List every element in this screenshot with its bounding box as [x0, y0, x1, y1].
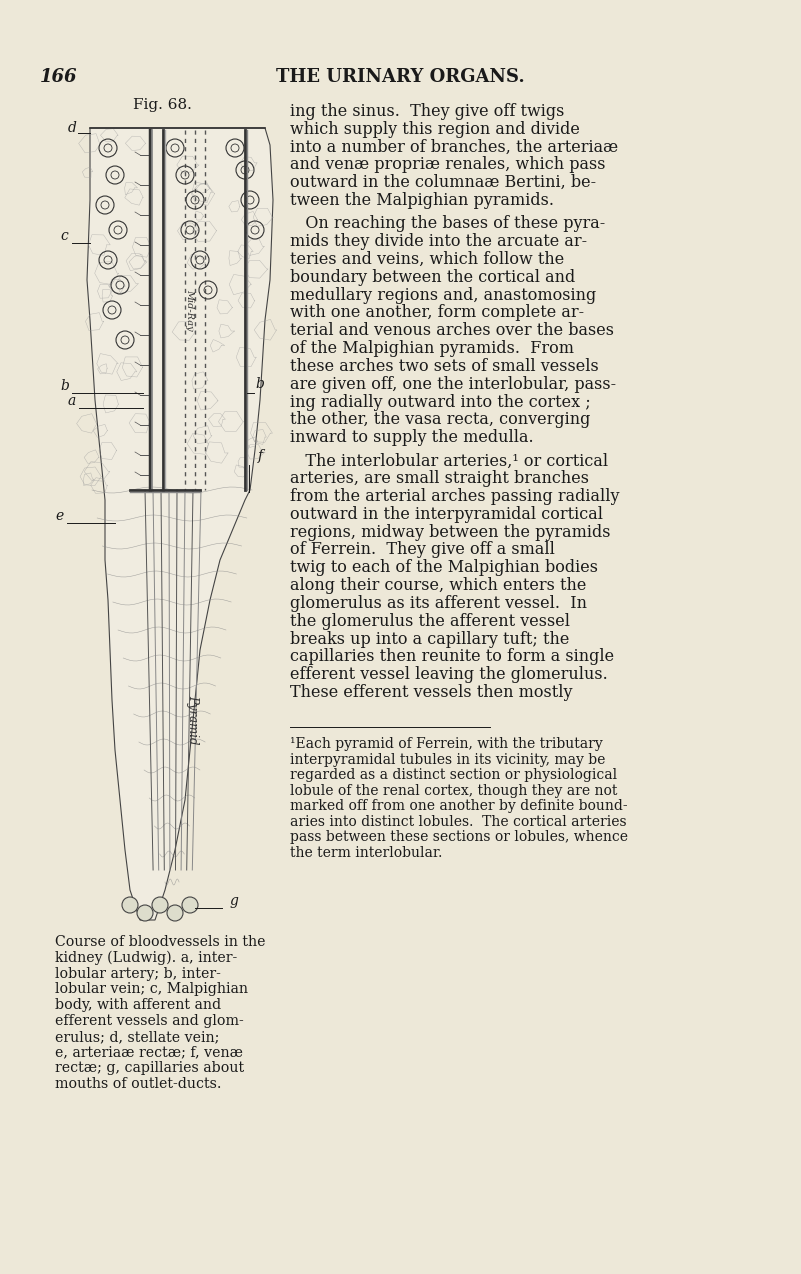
Circle shape	[122, 897, 138, 913]
Text: mids they divide into the arcuate ar-: mids they divide into the arcuate ar-	[290, 233, 587, 250]
Text: which supply this region and divide: which supply this region and divide	[290, 121, 580, 138]
Text: kidney (Ludwig). a, inter-: kidney (Ludwig). a, inter-	[55, 950, 237, 966]
Text: g: g	[230, 894, 239, 908]
Text: e, arteriaæ rectæ; f, venæ: e, arteriaæ rectæ; f, venæ	[55, 1046, 243, 1060]
Text: 166: 166	[40, 68, 78, 87]
Text: these arches two sets of small vessels: these arches two sets of small vessels	[290, 358, 599, 375]
Text: inward to supply the medulla.: inward to supply the medulla.	[290, 429, 533, 446]
Text: body, with afferent and: body, with afferent and	[55, 999, 221, 1013]
Text: and venæ propriæ renales, which pass: and venæ propriæ renales, which pass	[290, 157, 606, 173]
Text: The interlobular arteries,¹ or cortical: The interlobular arteries,¹ or cortical	[290, 452, 608, 469]
Text: glomerulus as its afferent vessel.  In: glomerulus as its afferent vessel. In	[290, 595, 587, 612]
Circle shape	[167, 905, 183, 921]
Text: interpyramidal tubules in its vicinity, may be: interpyramidal tubules in its vicinity, …	[290, 753, 606, 767]
Text: breaks up into a capillary tuft; the: breaks up into a capillary tuft; the	[290, 631, 570, 647]
Text: along their course, which enters the: along their course, which enters the	[290, 577, 586, 594]
Text: a: a	[68, 394, 76, 408]
Text: medullary regions and, anastomosing: medullary regions and, anastomosing	[290, 287, 596, 303]
Text: of the Malpighian pyramids.  From: of the Malpighian pyramids. From	[290, 340, 574, 357]
Text: boundary between the cortical and: boundary between the cortical and	[290, 269, 575, 285]
Text: pass between these sections or lobules, whence: pass between these sections or lobules, …	[290, 831, 628, 845]
Text: On reaching the bases of these pyra-: On reaching the bases of these pyra-	[290, 215, 606, 232]
Text: lobule of the renal cortex, though they are not: lobule of the renal cortex, though they …	[290, 784, 618, 798]
Text: with one another, form complete ar-: with one another, form complete ar-	[290, 304, 584, 321]
Text: lobular vein; c, Malpighian: lobular vein; c, Malpighian	[55, 982, 248, 996]
Text: are given off, one the interlobular, pass-: are given off, one the interlobular, pas…	[290, 376, 616, 392]
Text: efferent vessels and glom-: efferent vessels and glom-	[55, 1014, 244, 1028]
Text: from the arterial arches passing radially: from the arterial arches passing radiall…	[290, 488, 619, 505]
Text: rectæ; g, capillaries about: rectæ; g, capillaries about	[55, 1061, 244, 1075]
Text: arteries, are small straight branches: arteries, are small straight branches	[290, 470, 589, 487]
Circle shape	[137, 905, 153, 921]
Text: ¹Each pyramid of Ferrein, with the tributary: ¹Each pyramid of Ferrein, with the tribu…	[290, 738, 602, 752]
Circle shape	[182, 897, 198, 913]
Text: marked off from one another by definite bound-: marked off from one another by definite …	[290, 799, 628, 813]
Text: THE URINARY ORGANS.: THE URINARY ORGANS.	[276, 68, 525, 87]
Text: efferent vessel leaving the glomerulus.: efferent vessel leaving the glomerulus.	[290, 666, 608, 683]
Text: Course of bloodvessels in the: Course of bloodvessels in the	[55, 935, 265, 949]
Text: mouths of outlet-ducts.: mouths of outlet-ducts.	[55, 1078, 222, 1092]
Text: b: b	[60, 378, 69, 392]
Text: into a number of branches, the arteriaæ: into a number of branches, the arteriaæ	[290, 139, 618, 155]
Text: outward in the interpyramidal cortical: outward in the interpyramidal cortical	[290, 506, 603, 522]
Text: Pyramid: Pyramid	[187, 696, 199, 745]
Text: the term interlobular.: the term interlobular.	[290, 846, 442, 860]
Text: the glomerulus the afferent vessel: the glomerulus the afferent vessel	[290, 613, 570, 629]
Text: regarded as a distinct section or physiological: regarded as a distinct section or physio…	[290, 768, 617, 782]
Text: erulus; d, stellate vein;: erulus; d, stellate vein;	[55, 1029, 219, 1043]
Text: b: b	[255, 377, 264, 391]
Text: f: f	[258, 448, 263, 462]
Text: tween the Malpighian pyramids.: tween the Malpighian pyramids.	[290, 192, 554, 209]
Circle shape	[152, 897, 168, 913]
Text: of Ferrein.  They give off a small: of Ferrein. They give off a small	[290, 541, 555, 558]
Text: aries into distinct lobules.  The cortical arteries: aries into distinct lobules. The cortica…	[290, 815, 626, 829]
Text: These efferent vessels then mostly: These efferent vessels then mostly	[290, 684, 573, 701]
Text: terial and venous arches over the bases: terial and venous arches over the bases	[290, 322, 614, 339]
Text: ing radially outward into the cortex ;: ing radially outward into the cortex ;	[290, 394, 591, 410]
Text: outward in the columnaæ Bertini, be-: outward in the columnaæ Bertini, be-	[290, 175, 596, 191]
Text: Fig. 68.: Fig. 68.	[132, 98, 191, 112]
Text: d: d	[68, 121, 77, 135]
Text: capillaries then reunite to form a single: capillaries then reunite to form a singl…	[290, 648, 614, 665]
Text: twig to each of the Malpighian bodies: twig to each of the Malpighian bodies	[290, 559, 598, 576]
Polygon shape	[87, 127, 273, 920]
Text: teries and veins, which follow the: teries and veins, which follow the	[290, 251, 564, 268]
Text: lobular artery; b, inter-: lobular artery; b, inter-	[55, 967, 221, 981]
Text: regions, midway between the pyramids: regions, midway between the pyramids	[290, 524, 610, 540]
Text: ing the sinus.  They give off twigs: ing the sinus. They give off twigs	[290, 103, 565, 120]
Text: e: e	[55, 510, 63, 524]
Text: the other, the vasa recta, converging: the other, the vasa recta, converging	[290, 412, 590, 428]
Text: Mid-Ray: Mid-Ray	[186, 289, 195, 331]
Text: c: c	[60, 229, 68, 243]
